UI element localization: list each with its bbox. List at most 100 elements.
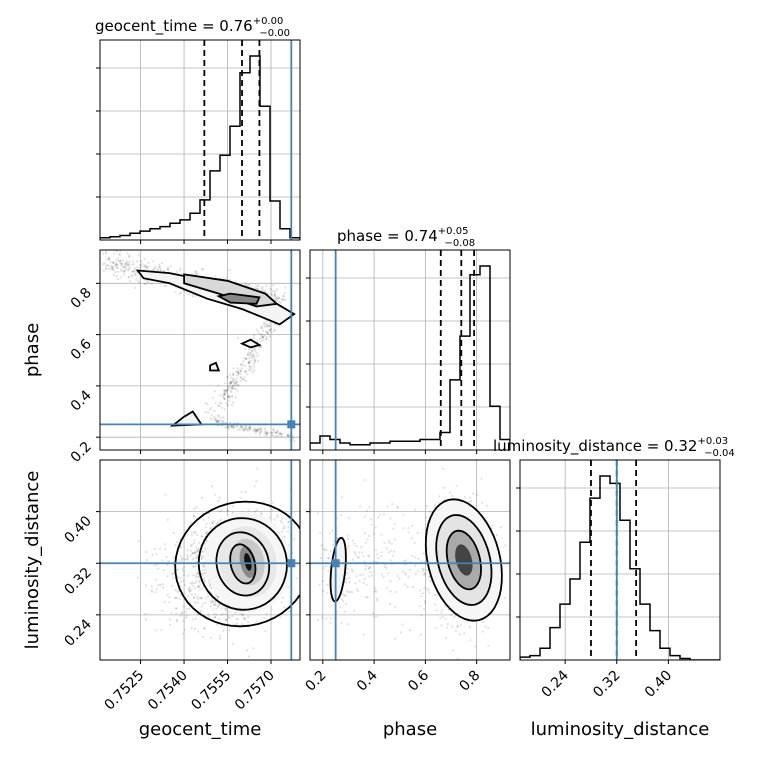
- scatter-point: [102, 252, 105, 255]
- scatter-point: [242, 428, 245, 431]
- scatter-point: [154, 578, 157, 581]
- scatter-point: [147, 261, 150, 264]
- scatter-point: [275, 297, 278, 300]
- scatter-point: [346, 538, 349, 541]
- scatter-point: [363, 532, 367, 535]
- histogram-luminosity_distance: [520, 475, 720, 660]
- scatter-point: [282, 295, 285, 298]
- scatter-point: [223, 408, 226, 411]
- scatter-point: [438, 495, 441, 498]
- scatter-point: [424, 602, 427, 605]
- scatter-point: [372, 612, 375, 615]
- scatter-point: [252, 337, 255, 340]
- y-tick-label: 0.2: [68, 439, 95, 466]
- scatter-point: [144, 618, 148, 621]
- scatter-point: [222, 394, 225, 397]
- scatter-point: [260, 289, 263, 292]
- scatter-point: [123, 269, 126, 272]
- scatter-point: [185, 607, 189, 610]
- scatter-point: [183, 628, 186, 631]
- histogram-phase: [310, 265, 510, 450]
- scatter-point: [325, 617, 328, 620]
- scatter-point: [241, 623, 244, 626]
- scatter-point: [354, 553, 357, 556]
- scatter-point: [231, 615, 234, 618]
- scatter-point: [503, 596, 506, 600]
- scatter-point: [293, 439, 296, 442]
- scatter-point: [200, 496, 204, 499]
- scatter-point: [226, 404, 229, 407]
- x-axis-label-geocent-time: geocent_time: [139, 719, 262, 740]
- scatter-point: [247, 426, 251, 429]
- scatter-point: [248, 367, 251, 370]
- scatter-point: [190, 593, 193, 596]
- scatter-point: [249, 354, 252, 357]
- scatter-point: [231, 386, 234, 390]
- scatter-point: [168, 618, 171, 621]
- scatter-point: [217, 419, 221, 422]
- scatter-point: [422, 552, 425, 555]
- scatter-point: [244, 347, 247, 351]
- scatter-point: [172, 531, 175, 535]
- scatter-point: [363, 515, 366, 518]
- scatter-point: [358, 551, 361, 554]
- scatter-point: [239, 376, 242, 380]
- scatter-point: [205, 531, 208, 535]
- scatter-point: [484, 625, 487, 628]
- scatter-point: [272, 428, 275, 431]
- scatter-point: [259, 430, 262, 433]
- scatter-point: [134, 272, 137, 275]
- scatter-point: [132, 260, 135, 263]
- scatter-point: [230, 426, 233, 429]
- scatter-point: [191, 293, 194, 297]
- scatter-point: [404, 571, 407, 575]
- scatter-point: [146, 280, 149, 283]
- scatter-point: [212, 600, 215, 603]
- scatter-point: [126, 252, 129, 255]
- scatter-point: [376, 599, 379, 602]
- scatter-point: [192, 581, 195, 584]
- scatter-point: [228, 382, 231, 385]
- scatter-point: [271, 508, 274, 511]
- x-tick-label: 0.7555: [188, 668, 234, 714]
- scatter-point: [214, 603, 217, 606]
- scatter-point: [481, 501, 484, 504]
- scatter-point: [116, 270, 119, 273]
- scatter-point: [253, 510, 257, 513]
- scatter-point: [115, 267, 119, 270]
- scatter-point: [189, 586, 192, 589]
- scatter-point: [346, 534, 349, 537]
- scatter-point: [225, 392, 228, 395]
- scatter-point: [420, 595, 423, 598]
- scatter-point: [239, 425, 242, 429]
- scatter-point: [252, 353, 255, 356]
- scatter-point: [204, 532, 208, 535]
- scatter-point: [182, 620, 186, 623]
- scatter-point: [282, 606, 285, 609]
- scatter-point: [244, 357, 247, 360]
- scatter-point: [172, 572, 175, 575]
- contour-line: [215, 531, 271, 597]
- scatter-point: [350, 568, 353, 571]
- scatter-point: [163, 284, 166, 287]
- scatter-point: [193, 627, 196, 631]
- scatter-point: [145, 559, 149, 562]
- scatter-point: [244, 428, 247, 431]
- scatter-point: [116, 266, 119, 269]
- scatter-point: [202, 564, 205, 567]
- scatter-point: [147, 281, 150, 284]
- scatter-point: [227, 385, 230, 388]
- scatter-point: [252, 647, 255, 650]
- scatter-point: [236, 389, 239, 392]
- scatter-point: [385, 567, 388, 570]
- scatter-point: [150, 590, 154, 593]
- scatter-point: [226, 510, 229, 513]
- scatter-point: [347, 591, 350, 594]
- scatter-point: [247, 361, 250, 364]
- scatter-point: [363, 560, 366, 563]
- scatter-point: [112, 261, 115, 264]
- scatter-point: [230, 425, 233, 428]
- scatter-point: [370, 518, 373, 521]
- scatter-point: [223, 390, 227, 393]
- scatter-point: [365, 509, 368, 512]
